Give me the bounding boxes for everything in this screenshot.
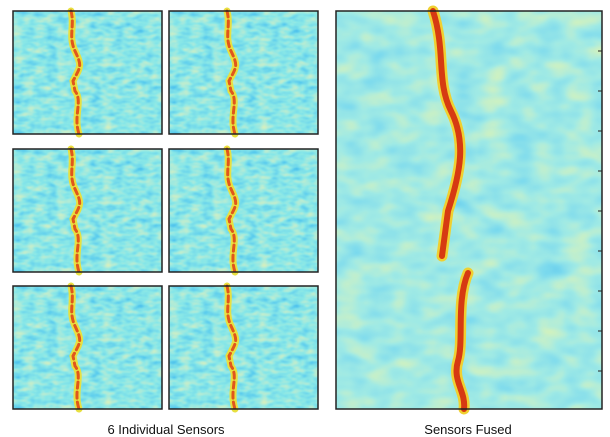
fused-panel bbox=[336, 11, 602, 409]
page: {"captions": {"individual": "6 Individua… bbox=[0, 0, 610, 437]
figure: 6 Individual Sensors Sensors Fused bbox=[0, 0, 610, 437]
sensor-panel bbox=[13, 149, 162, 272]
sensor-panel bbox=[13, 286, 162, 409]
caption: 6 Individual Sensors bbox=[107, 422, 225, 437]
sensor-panel bbox=[169, 11, 318, 134]
sensor-panel bbox=[13, 11, 162, 134]
sensor-panel bbox=[169, 149, 318, 272]
caption: Sensors Fused bbox=[424, 422, 511, 437]
sensor-panel bbox=[169, 286, 318, 409]
